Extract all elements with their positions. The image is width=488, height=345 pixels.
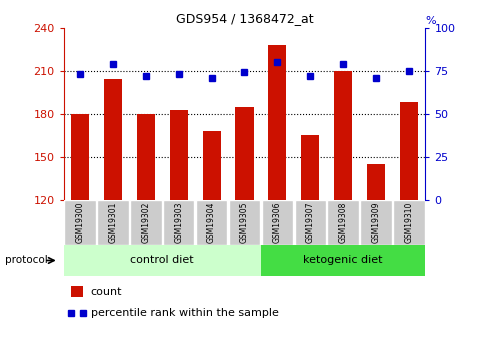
- Bar: [163, 200, 194, 245]
- Bar: [261, 200, 293, 245]
- Text: GSM19301: GSM19301: [108, 202, 117, 243]
- Bar: [97, 200, 128, 245]
- Text: control diet: control diet: [130, 256, 194, 265]
- Text: GSM19306: GSM19306: [272, 202, 281, 243]
- Text: GSM19304: GSM19304: [207, 202, 216, 243]
- Text: GSM19309: GSM19309: [371, 202, 380, 243]
- Text: GSM19308: GSM19308: [338, 202, 347, 243]
- Bar: [360, 200, 391, 245]
- Bar: [327, 200, 358, 245]
- Bar: [64, 200, 96, 245]
- Bar: [294, 200, 325, 245]
- Bar: [103, 79, 122, 200]
- Text: GSM19307: GSM19307: [305, 202, 314, 243]
- Bar: [71, 286, 83, 297]
- Text: GSM19302: GSM19302: [141, 202, 150, 243]
- Text: GDS954 / 1368472_at: GDS954 / 1368472_at: [175, 12, 313, 25]
- Text: percentile rank within the sample: percentile rank within the sample: [91, 308, 278, 318]
- Bar: [130, 200, 161, 245]
- Text: %: %: [425, 16, 435, 26]
- Bar: [301, 136, 319, 200]
- Text: GSM19300: GSM19300: [75, 202, 84, 243]
- Bar: [235, 107, 253, 200]
- Bar: [228, 200, 260, 245]
- Bar: [195, 200, 227, 245]
- Bar: [169, 110, 187, 200]
- Bar: [392, 200, 424, 245]
- Bar: [261, 245, 425, 276]
- Text: GSM19310: GSM19310: [404, 202, 413, 243]
- Bar: [71, 114, 89, 200]
- Bar: [366, 164, 385, 200]
- Text: GSM19305: GSM19305: [240, 202, 248, 243]
- Text: count: count: [91, 287, 122, 297]
- Text: protocol: protocol: [5, 256, 47, 265]
- Text: GSM19303: GSM19303: [174, 202, 183, 243]
- Bar: [202, 131, 220, 200]
- Bar: [333, 71, 351, 200]
- Bar: [137, 114, 155, 200]
- Text: ketogenic diet: ketogenic diet: [303, 256, 382, 265]
- Bar: [268, 45, 286, 200]
- Bar: [399, 102, 417, 200]
- Bar: [63, 245, 261, 276]
